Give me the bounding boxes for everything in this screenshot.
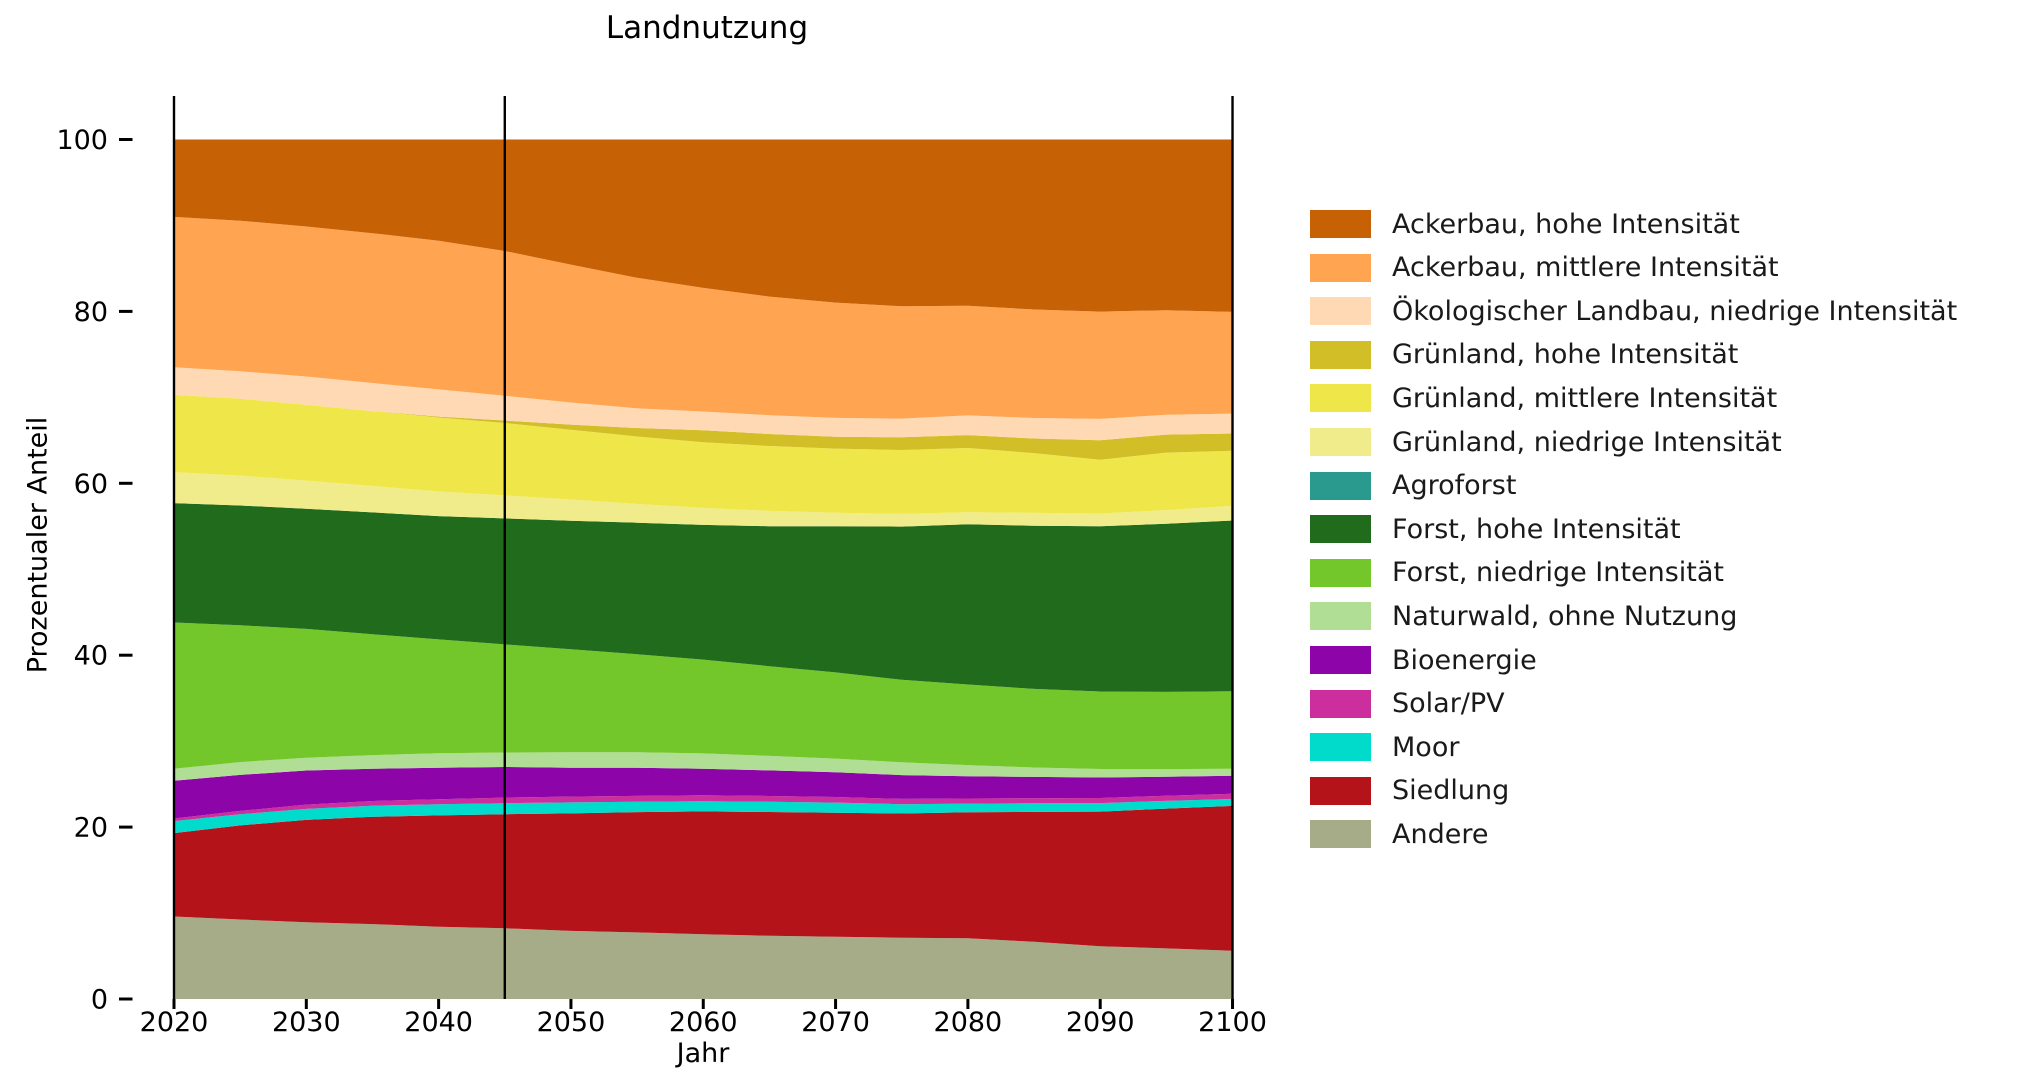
chart-title: Landnutzung (605, 10, 809, 46)
area-forst-hohe-intensit-t (174, 503, 1233, 692)
x-tick-label-2100: 2100 (1198, 1007, 1267, 1038)
legend-swatch (1310, 471, 1371, 500)
x-tick-label-2080: 2080 (934, 1007, 1003, 1038)
legend-swatch (1310, 602, 1371, 631)
legend-label: Bioenergie (1392, 644, 1537, 676)
y-tick-label-0: 0 (91, 985, 108, 1016)
legend-swatch (1310, 646, 1371, 674)
x-tick-label-2050: 2050 (537, 1007, 606, 1038)
y-tick-label-20: 20 (74, 813, 108, 844)
legend-label: Ackerbau, hohe Intensität (1392, 208, 1740, 240)
legend-item: Agroforst (1310, 464, 1516, 508)
area-gr-nland-mittlere-intensit-t (174, 394, 1233, 514)
legend-label: Grünland, hohe Intensität (1392, 339, 1739, 371)
legend-item: Solar/PV (1310, 682, 1505, 726)
legend-item: Ökologischer Landbau, niedrige Intensitä… (1310, 289, 1957, 333)
x-tick-label-2060: 2060 (669, 1007, 738, 1038)
area-siedlung (174, 805, 1233, 951)
legend-label: Siedlung (1392, 775, 1510, 807)
area-andere (174, 916, 1233, 999)
legend-label: Moor (1392, 731, 1460, 763)
legend-swatch (1310, 384, 1371, 413)
legend-label: Forst, hohe Intensität (1392, 513, 1681, 545)
y-tick-label-60: 60 (74, 469, 108, 500)
legend-swatch (1310, 340, 1371, 369)
area-solar-pv (174, 793, 1233, 822)
legend-label: Ökologischer Landbau, niedrige Intensitä… (1392, 295, 1958, 327)
x-tick-label-2020: 2020 (140, 1007, 209, 1038)
legend-item: Moor (1310, 725, 1459, 769)
area-gr-nland-hohe-intensit-t (174, 394, 1233, 460)
legend-label: Naturwald, ohne Nutzung (1392, 600, 1738, 632)
y-tick-label-40: 40 (74, 641, 108, 672)
legend-item: Grünland, niedrige Intensität (1310, 420, 1782, 464)
y-tick-label-100: 100 (56, 125, 108, 156)
legend-swatch (1310, 428, 1371, 456)
legend-swatch (1310, 733, 1371, 762)
legend-item: Naturwald, ohne Nutzung (1310, 594, 1737, 638)
x-tick-label-2070: 2070 (801, 1007, 870, 1038)
x-tick-label-2040: 2040 (404, 1007, 473, 1038)
legend-item: Ackerbau, hohe Intensität (1310, 202, 1740, 246)
legend-label: Grünland, mittlere Intensität (1392, 382, 1778, 414)
legend-label: Ackerbau, mittlere Intensität (1392, 252, 1779, 284)
legend-item: Siedlung (1310, 769, 1509, 813)
x-tick-label-2090: 2090 (1066, 1007, 1135, 1038)
legend-label: Agroforst (1392, 470, 1517, 502)
legend-label: Forst, niedrige Intensität (1392, 557, 1724, 589)
y-tick-label-80: 80 (74, 297, 108, 328)
area-ackerbau-hohe-intensit-t (174, 139, 1233, 312)
legend-item: Ackerbau, mittlere Intensität (1310, 246, 1779, 290)
legend-item: Andere (1310, 812, 1488, 856)
area-gr-nland-niedrige-intensit-t (174, 472, 1233, 527)
legend-item: Grünland, mittlere Intensität (1310, 376, 1777, 420)
legend-swatch (1310, 253, 1371, 282)
area-ackerbau-mittlere-intensit-t (174, 216, 1233, 419)
legend-swatch (1310, 820, 1371, 849)
legend-item: Grünland, hohe Intensität (1310, 333, 1738, 377)
legend-label: Andere (1392, 818, 1489, 850)
legend-swatch (1310, 776, 1371, 805)
legend-item: Forst, niedrige Intensität (1310, 551, 1724, 595)
legend-swatch (1310, 297, 1371, 326)
legend-label: Solar/PV (1392, 688, 1505, 720)
legend-label: Grünland, niedrige Intensität (1392, 426, 1782, 458)
area-naturwald-ohne-nutzung (174, 752, 1233, 781)
x-axis-label: Jahr (676, 1038, 730, 1069)
legend-swatch (1310, 210, 1371, 238)
legend-item: Forst, hohe Intensität (1310, 507, 1681, 551)
legend-item: Bioenergie (1310, 638, 1537, 682)
area-bioenergie (174, 767, 1233, 819)
x-tick-label-2030: 2030 (272, 1007, 341, 1038)
legend-swatch (1310, 558, 1371, 587)
legend-swatch (1310, 515, 1371, 544)
area--kologischer-landbau-niedrige-intensit-t (174, 367, 1233, 441)
area-moor (174, 799, 1233, 834)
legend-swatch (1310, 689, 1371, 718)
area-forst-niedrige-intensit-t (174, 622, 1233, 770)
